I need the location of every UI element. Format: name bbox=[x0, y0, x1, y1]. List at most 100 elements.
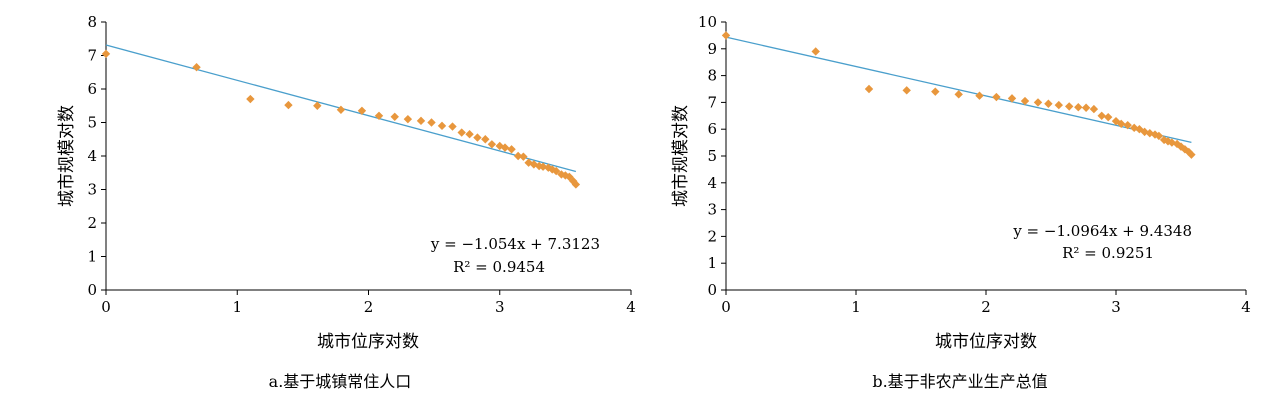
x-tick-label-b: 4 bbox=[1241, 298, 1251, 316]
y-tick-label-b: 7 bbox=[707, 93, 717, 111]
data-point-a bbox=[551, 166, 561, 176]
data-point-a bbox=[465, 130, 474, 139]
data-point-b bbox=[1020, 96, 1030, 106]
trendline-equation-b: y = −1.0964x + 9.4348 bbox=[1012, 222, 1192, 240]
y-tick-label-a: 6 bbox=[87, 80, 97, 98]
x-tick-label-a: 1 bbox=[232, 298, 242, 316]
data-point-b bbox=[1159, 135, 1169, 145]
y-tick-label-a: 4 bbox=[87, 147, 97, 165]
y-tick-label-b: 0 bbox=[707, 281, 717, 299]
data-point-b bbox=[992, 92, 1001, 102]
data-point-b bbox=[1033, 98, 1043, 107]
data-point-a bbox=[507, 145, 516, 154]
data-point-a bbox=[403, 114, 413, 124]
data-point-b bbox=[1150, 130, 1160, 139]
data-point-a bbox=[487, 140, 497, 149]
x-axis-title-a: 城市位序对数 bbox=[317, 332, 419, 352]
caption-a: a.基于城镇常住人口 bbox=[269, 372, 412, 391]
data-point-b bbox=[811, 47, 820, 56]
y-tick-label-b: 8 bbox=[707, 67, 717, 85]
data-point-a bbox=[437, 121, 447, 131]
y-axis-title-a: 城市规模对数 bbox=[57, 105, 77, 207]
data-point-b bbox=[1104, 112, 1113, 122]
data-point-a bbox=[513, 151, 523, 161]
data-point-a bbox=[101, 49, 111, 59]
data-point-a bbox=[416, 116, 426, 126]
x-tick-label-b: 3 bbox=[1111, 298, 1121, 316]
data-point-a bbox=[192, 63, 201, 72]
data-point-b bbox=[1172, 139, 1182, 149]
data-point-b bbox=[1145, 129, 1154, 138]
y-tick-label-b: 4 bbox=[707, 174, 717, 192]
y-tick-label-b: 3 bbox=[707, 201, 717, 219]
x-axis-title-b: 城市位序对数 bbox=[935, 332, 1037, 352]
data-point-a bbox=[246, 94, 255, 104]
data-point-a bbox=[336, 105, 346, 114]
data-point-a bbox=[313, 101, 322, 110]
trendline-b bbox=[725, 36, 1192, 143]
y-axis-title-b: 城市规模对数 bbox=[671, 105, 691, 207]
data-point-b bbox=[1130, 123, 1139, 133]
data-point-a bbox=[448, 122, 457, 131]
data-point-b bbox=[1089, 104, 1099, 114]
plot-area-a: 0 1 2 3 4 5 6 7 8 0 1 2 3 4 bbox=[87, 13, 635, 316]
data-point-a bbox=[390, 112, 399, 122]
data-point-b bbox=[1140, 127, 1149, 137]
chart-panel-b: 0 1 2 3 4 5 6 7 8 9 10 0 1 2 3 4 城市位序对数 城市规模对数 y = −1.0… bbox=[671, 13, 1251, 391]
x-tick-label-b: 0 bbox=[721, 298, 731, 316]
data-point-b bbox=[1044, 99, 1053, 108]
data-point-b bbox=[1187, 150, 1196, 159]
data-point-b bbox=[1097, 111, 1106, 120]
data-point-b bbox=[1007, 94, 1017, 103]
data-point-a bbox=[538, 162, 548, 171]
data-point-b bbox=[1154, 131, 1164, 141]
data-point-b bbox=[954, 90, 963, 99]
y-tick-label-b: 2 bbox=[707, 227, 717, 245]
data-point-b bbox=[1065, 102, 1074, 111]
data-point-a bbox=[481, 135, 490, 144]
y-tick-label-a: 2 bbox=[87, 214, 97, 232]
data-point-b bbox=[931, 87, 940, 96]
caption-b: b.基于非农产业生产总值 bbox=[872, 372, 1047, 391]
data-point-b bbox=[721, 31, 731, 40]
data-point-a bbox=[519, 152, 528, 161]
y-tick-label-a: 3 bbox=[87, 181, 97, 199]
r-squared-a: R² = 0.9454 bbox=[453, 258, 545, 276]
chart-panel-a: 0 1 2 3 4 5 6 7 8 0 1 2 3 4 城市位序对数 城市规模对数 y = −1.054x… bbox=[57, 13, 636, 391]
data-point-a bbox=[500, 143, 510, 152]
data-point-b bbox=[975, 91, 984, 100]
trendline-equation-a: y = −1.054x + 7.3123 bbox=[430, 235, 600, 253]
data-point-a bbox=[374, 111, 384, 120]
y-tick-label-b: 1 bbox=[707, 254, 717, 272]
data-point-a bbox=[473, 133, 482, 142]
x-tick-label-b: 2 bbox=[981, 298, 991, 316]
r-squared-b: R² = 0.9251 bbox=[1062, 244, 1154, 262]
x-tick-label-a: 2 bbox=[364, 298, 374, 316]
data-point-a bbox=[284, 100, 293, 110]
plot-area-b: 0 1 2 3 4 5 6 7 8 9 10 0 1 2 3 4 bbox=[698, 13, 1251, 316]
x-tick-label-a: 3 bbox=[495, 298, 505, 316]
data-point-b bbox=[864, 84, 874, 94]
x-tick-label-a: 4 bbox=[626, 298, 636, 316]
data-point-b bbox=[1054, 100, 1063, 110]
y-tick-label-a: 8 bbox=[87, 13, 97, 31]
y-tick-label-b: 10 bbox=[698, 13, 717, 31]
x-tick-label-a: 0 bbox=[101, 298, 111, 316]
y-tick-label-a: 5 bbox=[87, 114, 97, 132]
data-point-b bbox=[1081, 103, 1091, 112]
data-point-a bbox=[571, 180, 581, 189]
data-point-a bbox=[427, 118, 436, 127]
y-tick-label-b: 5 bbox=[707, 147, 717, 165]
data-point-a bbox=[457, 128, 466, 137]
data-point-b bbox=[902, 86, 911, 95]
y-tick-label-a: 1 bbox=[87, 248, 97, 266]
y-tick-label-b: 6 bbox=[707, 120, 717, 138]
y-tick-label-a: 7 bbox=[87, 47, 97, 65]
y-tick-label-b: 9 bbox=[707, 40, 717, 58]
data-point-b bbox=[1074, 103, 1083, 112]
x-tick-label-b: 1 bbox=[851, 298, 861, 316]
data-point-a bbox=[357, 106, 367, 115]
data-point-b bbox=[1123, 120, 1132, 130]
data-point-b bbox=[1117, 119, 1126, 129]
